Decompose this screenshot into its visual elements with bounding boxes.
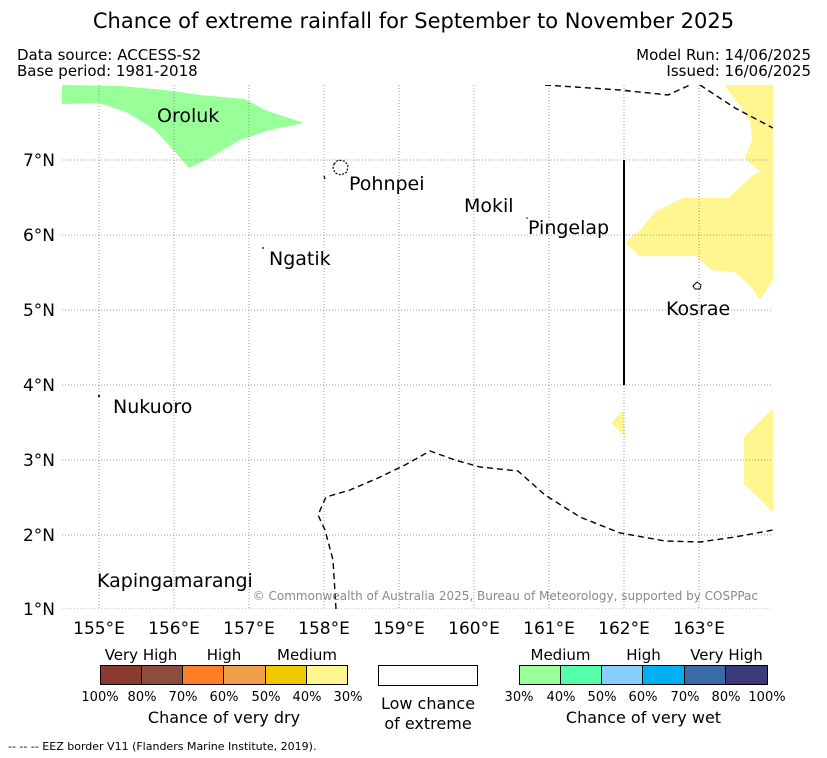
dry-swatch-1: [100, 665, 142, 685]
grid-lines: [62, 85, 773, 609]
dry-medium-region-northeast: [724, 85, 773, 172]
wet-pct-40: 40%: [546, 690, 576, 705]
wet-swatch-2: [561, 665, 602, 685]
dry-legend-high: High: [206, 646, 242, 664]
wet-swatch-6: [726, 665, 768, 685]
wet-swatch-3: [602, 665, 643, 685]
wet-pct-60: 60%: [628, 690, 658, 705]
wet-swatch-4: [643, 665, 685, 685]
dry-medium-region-small: [611, 410, 625, 436]
wet-legend-title: Chance of very wet: [565, 708, 722, 727]
ngatik-island-icon: [262, 247, 264, 249]
place-kapingamarangi: Kapingamarangi: [97, 570, 253, 592]
wet-medium-region: [62, 85, 304, 168]
lat-tick-7n: 7°N: [23, 151, 55, 171]
lat-tick-3n: 3°N: [23, 451, 55, 471]
wet-pct-100: 100%: [748, 690, 786, 705]
wet-swatch-1: [519, 665, 561, 685]
lon-tick-163e: 163°E: [673, 619, 725, 639]
eez-footnote: -- -- -- EEZ border V11 (Flanders Marine…: [8, 740, 317, 753]
lon-tick-159e: 159°E: [373, 619, 425, 639]
place-kosrae: Kosrae: [666, 298, 730, 320]
copyright-notice: © Commonwealth of Australia 2025, Bureau…: [253, 589, 758, 603]
place-nukuoro: Nukuoro: [113, 396, 192, 418]
lat-tick-5n: 5°N: [23, 301, 55, 321]
lon-tick-158e: 158°E: [298, 619, 350, 639]
lon-tick-160e: 160°E: [448, 619, 500, 639]
dry-pct-60: 60%: [209, 690, 239, 705]
low-chance-line2: of extreme: [384, 714, 472, 733]
lat-tick-1n: 1°N: [23, 600, 55, 620]
dry-swatch-5: [266, 665, 307, 685]
place-ngatik: Ngatik: [269, 248, 331, 270]
dry-swatch-3: [183, 665, 224, 685]
map-title: Chance of extreme rainfall for September…: [92, 9, 735, 33]
data-source-label: Data source: ACCESS-S2: [17, 46, 202, 64]
lon-tick-157e: 157°E: [223, 619, 275, 639]
base-period-label: Base period: 1981-2018: [17, 62, 198, 80]
dry-swatch-4: [224, 665, 266, 685]
dry-legend-very-high: Very High: [104, 646, 178, 664]
wet-pct-80: 80%: [711, 690, 741, 705]
dry-pct-80: 80%: [127, 690, 157, 705]
dry-pct-30: 30%: [333, 690, 363, 705]
pingelap-island-icon: [526, 217, 528, 219]
dry-pct-40: 40%: [292, 690, 322, 705]
place-pingelap: Pingelap: [528, 217, 609, 239]
wet-pct-30: 30%: [504, 690, 534, 705]
low-chance-swatch: [378, 665, 478, 686]
kosrae-island-icon: [692, 281, 702, 290]
place-pohnpei: Pohnpei: [349, 173, 425, 195]
dry-pct-70: 70%: [168, 690, 198, 705]
wet-swatch-5: [685, 665, 726, 685]
lat-tick-4n: 4°N: [23, 376, 55, 396]
lat-tick-2n: 2°N: [23, 526, 55, 546]
dry-pct-100: 100%: [81, 690, 119, 705]
model-run-label: Model Run: 14/06/2025: [636, 46, 811, 64]
dry-legend-title: Chance of very dry: [147, 708, 301, 727]
dry-swatch-6: [307, 665, 348, 685]
dry-swatch-2: [142, 665, 183, 685]
wet-legend-very-high: Very High: [690, 646, 763, 664]
lon-tick-162e: 162°E: [598, 619, 650, 639]
wet-pct-50: 50%: [587, 690, 617, 705]
wet-pct-70: 70%: [670, 690, 700, 705]
lat-tick-6n: 6°N: [23, 226, 55, 246]
lon-tick-156e: 156°E: [148, 619, 200, 639]
dry-legend-medium: Medium: [277, 646, 337, 664]
ant-atoll-icon: [323, 175, 326, 180]
lon-tick-161e: 161°E: [523, 619, 575, 639]
dry-pct-50: 50%: [251, 690, 281, 705]
nukuoro-island-icon: [97, 394, 101, 398]
pohnpei-island-icon: [332, 159, 349, 176]
eez-border: [317, 85, 773, 609]
low-chance-line1: Low chance: [380, 694, 476, 713]
place-oroluk: Oroluk: [157, 105, 219, 127]
wet-legend-medium: Medium: [530, 646, 591, 664]
wet-legend-high: High: [626, 646, 661, 664]
lon-tick-155e: 155°E: [73, 619, 125, 639]
place-mokil: Mokil: [464, 195, 514, 217]
rainfall-map: Oroluk Pohnpei Mokil Pingelap Ngatik Kos…: [23, 85, 773, 639]
issued-label: Issued: 16/06/2025: [666, 62, 811, 80]
